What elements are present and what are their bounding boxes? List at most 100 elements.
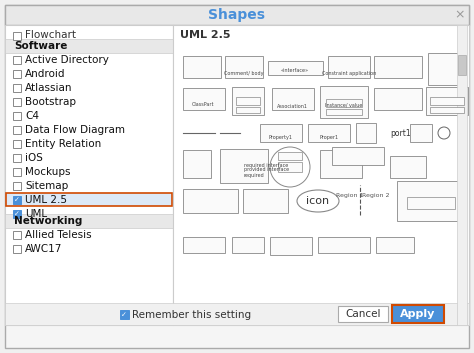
Text: required: required [244,173,265,178]
Bar [268,61,323,75]
Bar [272,88,314,110]
Bar [13,126,21,134]
Text: Mockups: Mockups [25,167,71,177]
Bar [232,237,264,253]
Bar [410,124,432,142]
Text: Property1: Property1 [269,134,293,139]
Bar [278,162,302,172]
Bar [13,98,21,106]
Text: Android: Android [25,69,65,79]
Text: icon: icon [306,196,329,206]
Bar [356,123,376,143]
Text: ✓: ✓ [121,312,127,318]
Bar [392,305,444,323]
Bar [183,150,211,178]
Bar [428,53,466,85]
Text: Bootstrap: Bootstrap [25,97,76,107]
Bar [13,196,21,204]
Bar [430,97,464,105]
Bar [318,237,370,253]
Bar [183,56,221,78]
Bar [243,189,288,213]
Bar [232,87,264,115]
Bar [332,147,384,165]
Bar [457,25,467,325]
Bar [13,140,21,148]
Bar [236,107,260,113]
Text: Region 1: Region 1 [337,192,364,197]
Bar [326,109,362,115]
Text: port1: port1 [390,128,410,138]
Bar [120,310,129,319]
Bar [183,189,238,213]
Bar [5,25,173,325]
Bar [13,182,21,190]
Bar [390,156,426,178]
Text: ✓: ✓ [14,197,20,203]
Text: «interface»: «interface» [281,68,309,73]
Bar [397,181,465,221]
Text: Apply: Apply [401,309,436,319]
Bar [173,25,469,325]
Bar [338,306,388,322]
Bar [320,150,362,178]
Text: UML: UML [25,209,47,219]
Bar [13,210,21,218]
Bar [13,231,21,239]
Bar [225,56,263,78]
Bar [13,168,21,176]
Text: Entity Relation: Entity Relation [25,139,101,149]
Text: Proper1: Proper1 [319,134,338,139]
Text: Comment/ body: Comment/ body [224,71,264,76]
Text: ✓: ✓ [14,211,20,217]
Bar [270,237,312,255]
Bar [5,39,173,53]
Bar [183,88,225,110]
Bar [430,107,464,113]
Text: Allied Telesis: Allied Telesis [25,230,91,240]
Bar [13,245,21,253]
Text: ClassPart: ClassPart [192,102,214,108]
Text: Constraint application: Constraint application [322,71,376,76]
Bar [376,237,414,253]
Text: C4: C4 [25,111,39,121]
Bar [183,237,225,253]
Text: UML 2.5: UML 2.5 [25,195,67,205]
Bar [278,152,302,160]
Text: Instance/ value: Instance/ value [325,102,363,108]
Bar [13,112,21,120]
Text: provided interface: provided interface [244,167,289,172]
Bar [426,87,468,115]
Bar [374,88,422,110]
Bar [5,214,173,228]
Text: AWC17: AWC17 [25,244,63,254]
Text: Atlassian: Atlassian [25,83,73,93]
Bar [328,56,370,78]
Text: Networking: Networking [14,216,82,226]
Bar [13,154,21,162]
Text: Flowchart: Flowchart [25,30,76,40]
Text: Cancel: Cancel [345,309,381,319]
Bar [326,99,362,107]
Bar [5,303,469,325]
Bar [5,5,469,25]
Text: Shapes: Shapes [209,8,265,22]
Text: Software: Software [14,41,67,51]
Text: Association1: Association1 [276,103,308,108]
Text: Active Directory: Active Directory [25,55,109,65]
Text: Region 2: Region 2 [362,192,390,197]
Bar [6,193,172,206]
Bar [13,32,21,40]
Bar [320,86,368,118]
Bar [458,55,466,75]
Bar [220,149,268,183]
Text: Remember this setting: Remember this setting [132,310,251,320]
Text: iOS: iOS [25,153,43,163]
Bar [260,124,302,142]
Bar [236,97,260,105]
Text: Data Flow Diagram: Data Flow Diagram [25,125,125,135]
Text: required interface: required interface [244,162,288,168]
Bar [407,197,455,209]
Bar [13,56,21,64]
Text: Sitemap: Sitemap [25,181,68,191]
